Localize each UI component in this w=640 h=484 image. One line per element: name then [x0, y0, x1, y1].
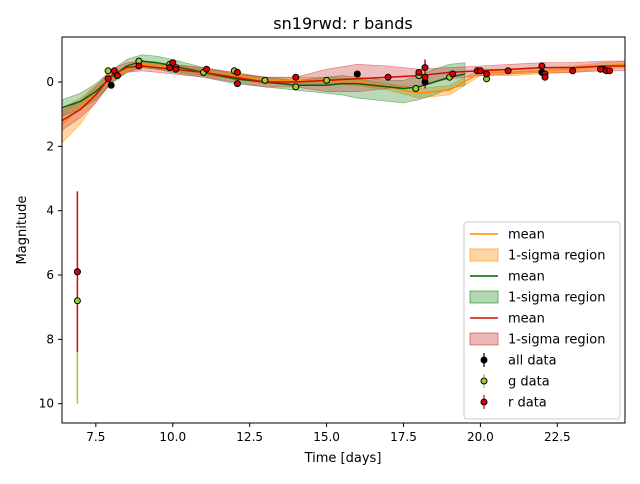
x-axis-ticks: 7.5 10.0 12.5 15.0 17.5 20.0 22.5 [86, 423, 571, 444]
legend-entry: mean [470, 312, 545, 327]
x-tick-label: 17.5 [390, 430, 417, 444]
x-tick-label: 10.0 [159, 430, 186, 444]
g-data-point-7 [261, 76, 269, 84]
g-data-point-8 [292, 83, 300, 91]
y-tick-label: 8 [46, 332, 54, 346]
r-data-point-20 [504, 67, 512, 75]
r-data-point-15 [421, 73, 429, 81]
x-axis-label: Time [days] [304, 451, 382, 466]
legend-entry: 1-sigma region [469, 248, 605, 264]
legend-label: mean [508, 228, 545, 243]
legend-label: 1-sigma region [508, 333, 605, 348]
x-tick-label: 22.5 [544, 430, 571, 444]
y-tick-label: 6 [46, 268, 54, 282]
legend-entry: g data [480, 374, 550, 390]
r-data-point-19 [483, 70, 491, 78]
r-data-point-16 [449, 70, 457, 78]
chart-title: sn19rwd: r bands [273, 14, 412, 33]
x-tick-label: 15.0 [313, 430, 340, 444]
legend-label: 1-sigma region [508, 249, 605, 264]
r-data-point-7 [172, 65, 180, 73]
legend-label: r data [508, 396, 547, 411]
legend-point-swatch [480, 377, 488, 385]
r-data-point-4 [135, 62, 143, 70]
mean-line-2 [61, 65, 625, 122]
r-data-point-11 [292, 73, 300, 81]
r-data-point-3 [113, 72, 121, 80]
y-tick-label: 2 [46, 139, 54, 153]
r-data-point-10 [233, 80, 241, 88]
r-data-point-18 [476, 67, 484, 75]
g-data-point-9 [323, 76, 331, 84]
legend-label: all data [508, 354, 557, 369]
y-tick-label: 10 [39, 397, 54, 411]
g-data-point-1 [104, 67, 112, 75]
r-data-point-14 [421, 64, 429, 72]
all-data-point-2 [353, 70, 361, 78]
r-data-point-27 [606, 67, 614, 75]
g-data-point-0 [73, 297, 81, 305]
legend-label: 1-sigma region [508, 291, 605, 306]
y-axis-ticks: 0 2 4 6 8 10 [39, 75, 62, 411]
sigma-band-1 [61, 54, 466, 117]
x-tick-label: 12.5 [236, 430, 263, 444]
r-data-point-13 [415, 68, 423, 76]
r-data-point-1 [104, 75, 112, 83]
data-point-layer [73, 57, 614, 305]
r-data-point-12 [384, 73, 392, 81]
r-data-point-6 [169, 59, 177, 67]
legend-label: mean [508, 270, 545, 285]
legend-label: g data [508, 375, 550, 390]
legend-band-swatch [469, 248, 499, 262]
legend-label: mean [508, 312, 545, 327]
y-tick-label: 4 [46, 204, 54, 218]
plot-area-frame [61, 36, 626, 424]
g-data-point-10 [412, 85, 420, 92]
legend-entry: 1-sigma region [469, 290, 605, 306]
legend-box [463, 221, 621, 420]
y-tick-label: 0 [46, 75, 54, 89]
legend-band-swatch [469, 290, 499, 304]
legend-entry: mean [470, 270, 545, 285]
legend-entry: r data [480, 395, 547, 411]
r-data-point-21 [538, 62, 546, 70]
x-tick-label: 20.0 [467, 430, 494, 444]
r-data-point-9 [233, 68, 241, 76]
r-data-point-8 [203, 65, 211, 73]
r-data-point-2 [110, 67, 118, 75]
legend-point-swatch [480, 398, 488, 406]
x-tick-label: 7.5 [86, 430, 105, 444]
all-data-point-1 [107, 81, 115, 89]
legend-entry: all data [480, 353, 557, 369]
legend-entry: mean [470, 228, 545, 243]
r-data-point-25 [596, 65, 604, 73]
r-data-point-0 [73, 268, 81, 276]
legend-entry: 1-sigma region [469, 332, 605, 348]
y-axis-label: Magnitude [15, 196, 30, 265]
r-data-point-24 [569, 67, 577, 75]
legend-band-swatch [469, 332, 499, 346]
r-data-point-23 [541, 73, 549, 81]
legend: mean 1-sigma region mean 1-sigma region mean… [463, 221, 621, 420]
legend-point-swatch [480, 356, 488, 364]
